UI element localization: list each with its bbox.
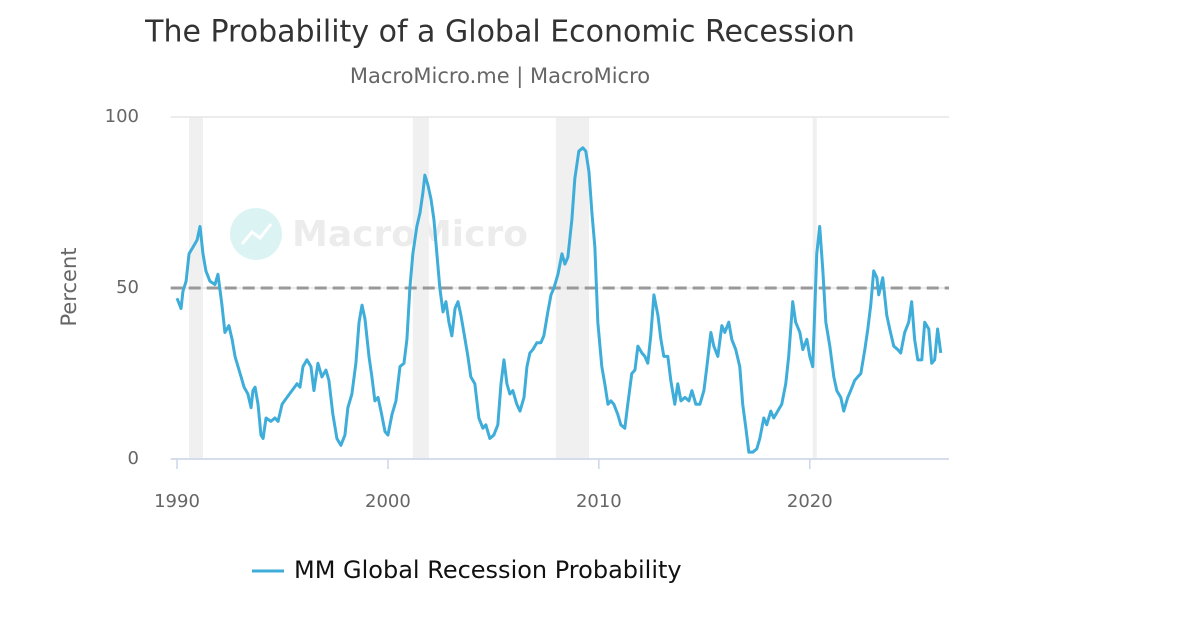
watermark-icon-line: [240, 223, 273, 245]
x-tick-label: 2000: [365, 491, 411, 512]
x-tick-label: 1990: [154, 491, 200, 512]
y-tick-label: 0: [128, 448, 139, 469]
watermark-icon: [230, 208, 282, 260]
watermark-text: MacroMicro: [292, 214, 528, 255]
y-tick-label: 50: [116, 277, 139, 298]
chart-subtitle: MacroMicro.me | MacroMicro: [350, 64, 650, 89]
x-tick-label: 2020: [787, 491, 833, 512]
chart-title: The Probability of a Global Economic Rec…: [144, 15, 855, 50]
y-axis-label: Percent: [57, 247, 81, 326]
legend-label: MM Global Recession Probability: [294, 556, 682, 584]
watermark: MacroMicro: [230, 208, 528, 260]
y-tick-label: 100: [105, 106, 139, 127]
x-tick-label: 2010: [576, 491, 622, 512]
data-line: [175, 146, 943, 454]
